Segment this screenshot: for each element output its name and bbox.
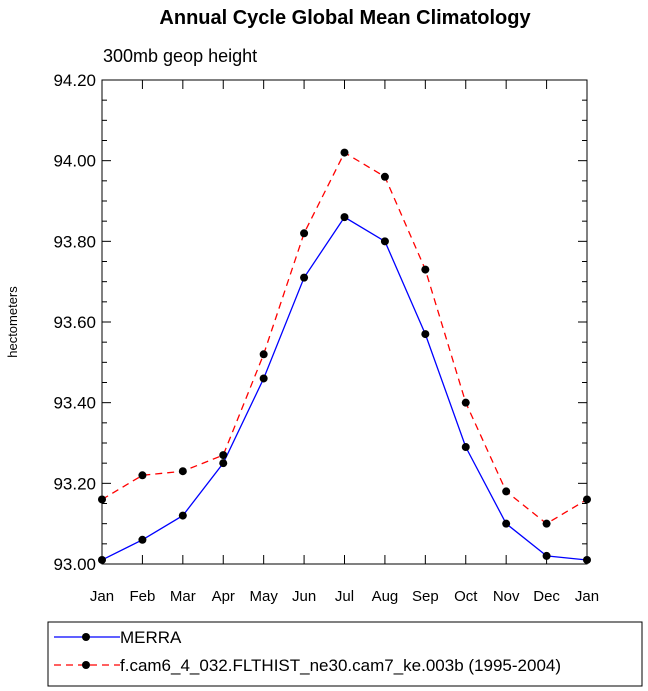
legend-marker-merra xyxy=(82,633,90,641)
data-point-cam xyxy=(583,495,591,504)
x-tick-label: Feb xyxy=(129,588,155,605)
data-point-merra xyxy=(461,443,470,452)
legend: MERRA f.cam6_4_032.FLTHIST_ne30.cam7_ke.… xyxy=(47,621,643,687)
y-tick-label: 94.00 xyxy=(53,152,96,171)
x-tick-label: Aug xyxy=(372,588,399,605)
data-point-cam xyxy=(461,398,470,407)
y-tick-label: 93.20 xyxy=(53,474,96,493)
x-tick-label: Jul xyxy=(335,588,354,605)
x-tick-label: Jan xyxy=(575,588,599,605)
x-tick-label: Nov xyxy=(493,588,520,605)
legend-label-cam: f.cam6_4_032.FLTHIST_ne30.cam7_ke.003b (… xyxy=(120,656,561,675)
legend-marker-cam xyxy=(82,661,90,669)
data-point-cam xyxy=(300,229,309,238)
data-point-merra xyxy=(300,273,309,282)
x-tick-label: May xyxy=(249,588,278,605)
data-point-cam xyxy=(259,350,268,359)
data-point-merra xyxy=(583,555,591,564)
data-point-merra xyxy=(259,374,268,383)
y-tick-label: 93.40 xyxy=(53,394,96,413)
data-point-merra xyxy=(178,511,187,520)
data-point-merra xyxy=(98,555,106,564)
data-point-cam xyxy=(178,467,187,476)
y-tick-label: 93.80 xyxy=(53,232,96,251)
y-tick-label: 94.20 xyxy=(53,71,96,90)
data-point-merra xyxy=(340,213,349,222)
x-tick-label: Jun xyxy=(292,588,316,605)
data-point-merra xyxy=(380,237,389,246)
data-point-cam xyxy=(421,265,430,274)
legend-box xyxy=(47,621,643,687)
y-tick-label: 93.00 xyxy=(53,555,96,574)
data-point-cam xyxy=(138,471,147,480)
data-point-cam xyxy=(502,487,511,496)
data-point-cam xyxy=(340,148,349,157)
data-point-cam xyxy=(542,519,551,528)
legend-label-merra: MERRA xyxy=(120,628,182,647)
data-point-merra xyxy=(502,519,511,528)
x-tick-label: Dec xyxy=(533,588,560,605)
y-axis-label: hectometers xyxy=(5,286,20,358)
x-tick-label: Oct xyxy=(454,588,478,605)
x-tick-label: Apr xyxy=(212,588,235,605)
series-line-merra xyxy=(101,216,588,561)
chart-title: Annual Cycle Global Mean Climatology xyxy=(159,7,531,29)
data-point-cam xyxy=(219,451,228,460)
data-point-merra xyxy=(219,459,228,468)
chart-subtitle: 300mb geop height xyxy=(103,46,257,66)
data-point-merra xyxy=(421,330,430,339)
data-point-merra xyxy=(542,551,551,560)
data-point-cam xyxy=(98,495,106,504)
x-tick-label: Jan xyxy=(90,588,114,605)
data-point-cam xyxy=(380,172,389,181)
x-tick-label: Sep xyxy=(412,588,439,605)
y-tick-label: 93.60 xyxy=(53,313,96,332)
series-line-cam xyxy=(101,151,588,525)
x-tick-label: Mar xyxy=(170,588,196,605)
data-point-merra xyxy=(138,535,147,544)
